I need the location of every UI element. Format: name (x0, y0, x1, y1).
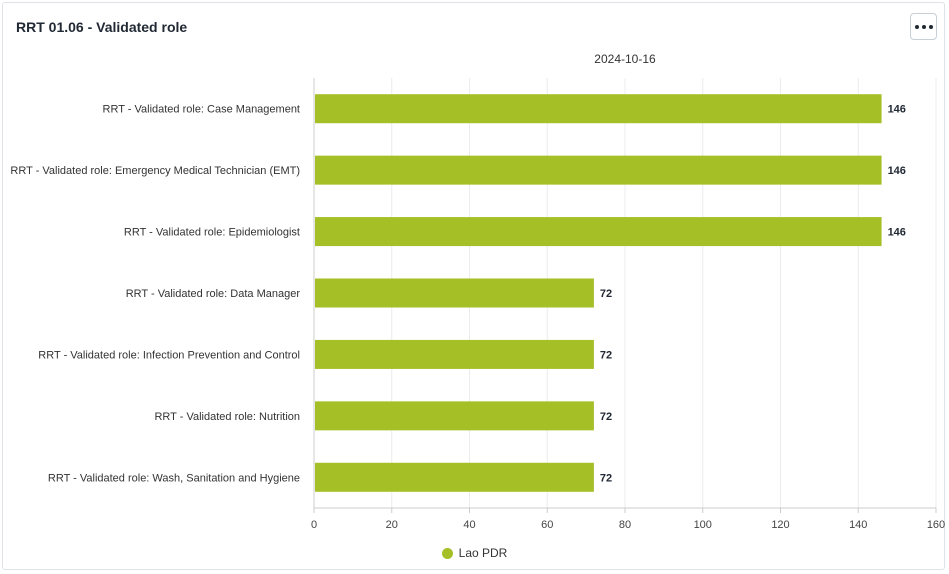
bar[interactable] (315, 462, 594, 492)
x-tick-label: 20 (386, 519, 398, 531)
legend-item-lao-pdr[interactable]: Lao PDR (441, 546, 508, 560)
x-tick-label: 160 (927, 519, 945, 531)
data-label: 146 (888, 104, 906, 116)
legend-label: Lao PDR (458, 546, 508, 560)
data-label: 146 (888, 227, 906, 239)
data-label: 146 (888, 165, 906, 177)
category-label: RRT - Validated role: Nutrition (154, 411, 300, 423)
x-tick-label: 0 (311, 519, 317, 531)
more-horizontal-icon (914, 24, 933, 29)
bar[interactable] (315, 278, 594, 308)
x-tick-label: 140 (849, 519, 867, 531)
data-label: 72 (600, 472, 612, 484)
data-label: 72 (600, 411, 612, 423)
x-tick-label: 80 (619, 519, 631, 531)
x-tick-label: 60 (541, 519, 553, 531)
category-label: RRT - Validated role: Case Management (103, 104, 301, 116)
category-label: RRT - Validated role: Infection Preventi… (38, 349, 300, 361)
category-label: RRT - Validated role: Emergency Medical … (10, 165, 300, 177)
bar[interactable] (315, 401, 594, 431)
legend-marker (441, 547, 453, 559)
bar[interactable] (315, 217, 882, 247)
data-label: 72 (600, 349, 612, 361)
x-tick-label: 120 (771, 519, 789, 531)
x-tick-label: 40 (463, 519, 475, 531)
bar[interactable] (315, 94, 882, 124)
category-label: RRT - Validated role: Wash, Sanitation a… (48, 472, 300, 484)
bar[interactable] (315, 155, 882, 185)
category-label: RRT - Validated role: Data Manager (126, 288, 301, 300)
more-options-button[interactable] (910, 13, 937, 40)
chart-subtitle: 2024-10-16 (594, 52, 656, 66)
category-label: RRT - Validated role: Epidemiologist (124, 227, 300, 239)
bar[interactable] (315, 339, 594, 369)
legend: Lao PDR (0, 546, 949, 562)
x-tick-label: 100 (694, 519, 712, 531)
chart-title: RRT 01.06 - Validated role (16, 19, 188, 35)
data-label: 72 (600, 288, 612, 300)
